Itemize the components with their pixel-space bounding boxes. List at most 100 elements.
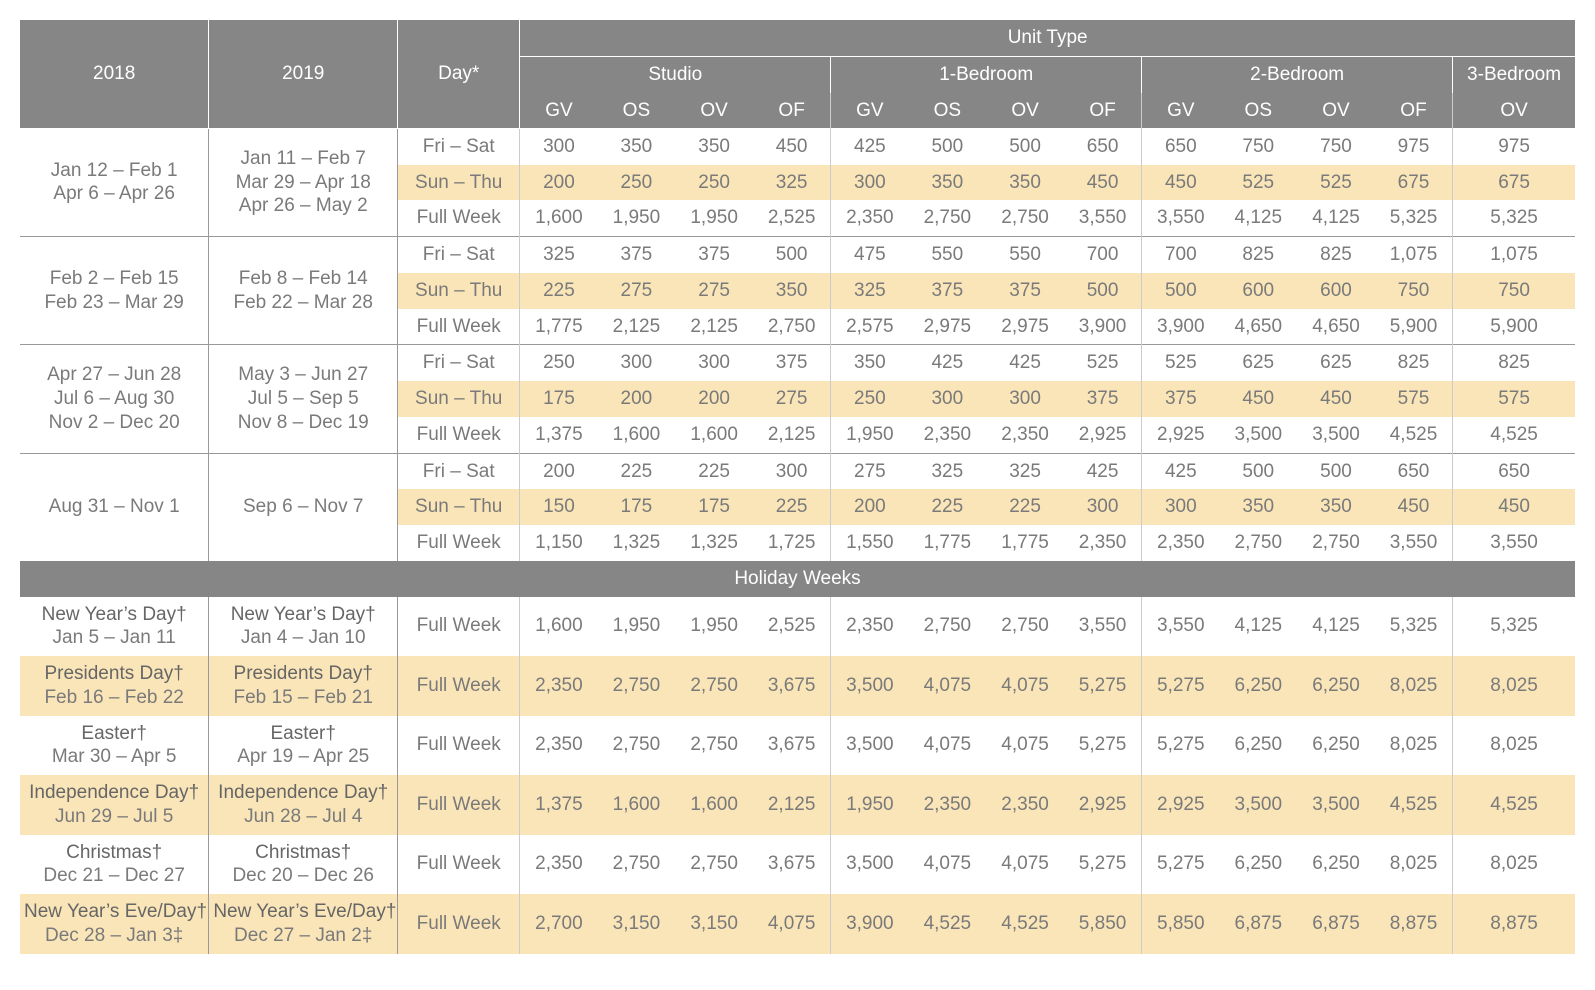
points-value: 500 [1297, 453, 1375, 489]
points-value: 175 [675, 489, 753, 525]
points-value: 450 [1142, 165, 1220, 201]
points-value: 4,075 [908, 835, 986, 895]
points-value: 750 [1453, 273, 1575, 309]
points-value: 675 [1453, 165, 1575, 201]
points-value: 625 [1219, 345, 1297, 381]
points-value: 5,275 [1142, 835, 1220, 895]
points-value: 325 [908, 453, 986, 489]
holiday-2019: Christmas†Dec 20 – Dec 26 [209, 835, 398, 895]
points-value: 225 [753, 489, 831, 525]
points-value: 175 [598, 489, 676, 525]
points-value: 225 [598, 453, 676, 489]
points-value: 375 [753, 345, 831, 381]
points-value: 425 [908, 345, 986, 381]
points-value: 4,075 [986, 716, 1064, 776]
points-value: 3,550 [1453, 525, 1575, 561]
points-value: 300 [908, 381, 986, 417]
holiday-2018: Presidents Day†Feb 16 – Feb 22 [20, 656, 209, 716]
day-type: Full Week [398, 716, 520, 776]
points-value: 4,125 [1297, 200, 1375, 236]
points-value: 250 [831, 381, 909, 417]
points-value: 4,525 [1375, 417, 1453, 453]
points-value: 2,350 [520, 835, 598, 895]
points-value: 325 [986, 453, 1064, 489]
points-value: 3,550 [1142, 200, 1220, 236]
day-type: Full Week [398, 775, 520, 835]
points-value: 1,950 [598, 597, 676, 657]
holiday-row: Independence Day†Jun 29 – Jul 5Independe… [20, 775, 1575, 835]
points-value: 4,525 [986, 894, 1064, 954]
points-value: 5,325 [1453, 200, 1575, 236]
points-value: 1,550 [831, 525, 909, 561]
points-value: 3,500 [1219, 417, 1297, 453]
points-value: 4,650 [1297, 309, 1375, 345]
points-value: 200 [831, 489, 909, 525]
day-type: Fri – Sat [398, 128, 520, 164]
group-1br: 1-Bedroom [831, 56, 1142, 92]
points-value: 1,150 [520, 525, 598, 561]
points-value: 575 [1453, 381, 1575, 417]
points-value: 500 [1142, 273, 1220, 309]
points-value: 5,900 [1453, 309, 1575, 345]
points-value: 6,250 [1297, 656, 1375, 716]
points-value: 3,550 [1142, 597, 1220, 657]
points-value: 3,550 [1064, 597, 1142, 657]
day-type: Sun – Thu [398, 273, 520, 309]
points-value: 300 [520, 128, 598, 164]
points-value: 225 [986, 489, 1064, 525]
points-value: 225 [908, 489, 986, 525]
points-value: 350 [675, 128, 753, 164]
holiday-2018: New Year’s Eve/Day†Dec 28 – Jan 3‡ [20, 894, 209, 954]
points-value: 450 [1375, 489, 1453, 525]
points-value: 2,925 [1064, 417, 1142, 453]
points-value: 675 [1375, 165, 1453, 201]
points-value: 700 [1064, 237, 1142, 273]
points-value: 450 [1453, 489, 1575, 525]
points-value: 450 [1219, 381, 1297, 417]
points-value: 975 [1375, 128, 1453, 164]
points-value: 4,525 [1453, 417, 1575, 453]
points-value: 375 [908, 273, 986, 309]
points-value: 6,250 [1219, 835, 1297, 895]
points-value: 3,500 [1297, 775, 1375, 835]
points-value: 300 [675, 345, 753, 381]
day-type: Full Week [398, 835, 520, 895]
points-value: 1,775 [986, 525, 1064, 561]
points-value: 1,950 [831, 417, 909, 453]
points-value: 200 [520, 453, 598, 489]
points-value: 275 [598, 273, 676, 309]
points-value: 4,075 [908, 716, 986, 776]
points-value: 2,350 [986, 775, 1064, 835]
points-value: 650 [1064, 128, 1142, 164]
points-value: 2,750 [675, 716, 753, 776]
points-value: 2,925 [1142, 417, 1220, 453]
points-value: 500 [908, 128, 986, 164]
points-value: 5,325 [1375, 200, 1453, 236]
points-value: 750 [1297, 128, 1375, 164]
table-body: Jan 12 – Feb 1Apr 6 – Apr 26Jan 11 – Feb… [20, 128, 1575, 953]
holiday-banner: Holiday Weeks [20, 561, 1575, 597]
points-value: 5,275 [1064, 656, 1142, 716]
holiday-2018: Independence Day†Jun 29 – Jul 5 [20, 775, 209, 835]
points-value: 3,500 [831, 656, 909, 716]
points-value: 1,375 [520, 417, 598, 453]
dates-2018: Apr 27 – Jun 28Jul 6 – Aug 30Nov 2 – Dec… [20, 345, 209, 453]
points-value: 1,325 [675, 525, 753, 561]
holiday-2019: New Year’s Day†Jan 4 – Jan 10 [209, 597, 398, 657]
group-studio: Studio [520, 56, 831, 92]
points-value: 550 [908, 237, 986, 273]
points-value: 2,750 [598, 835, 676, 895]
points-value: 8,025 [1375, 835, 1453, 895]
day-type: Full Week [398, 417, 520, 453]
points-value: 5,900 [1375, 309, 1453, 345]
points-value: 350 [908, 165, 986, 201]
points-value: 1,950 [598, 200, 676, 236]
points-value: 250 [598, 165, 676, 201]
points-value: 600 [1219, 273, 1297, 309]
day-type: Full Week [398, 525, 520, 561]
points-value: 5,850 [1064, 894, 1142, 954]
points-value: 4,075 [908, 656, 986, 716]
points-value: 5,275 [1142, 656, 1220, 716]
points-value: 825 [1375, 345, 1453, 381]
points-value: 450 [753, 128, 831, 164]
